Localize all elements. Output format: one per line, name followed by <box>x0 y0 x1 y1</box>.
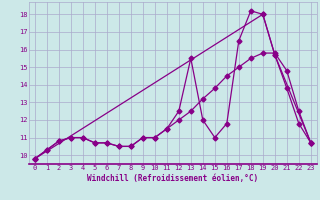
X-axis label: Windchill (Refroidissement éolien,°C): Windchill (Refroidissement éolien,°C) <box>87 174 258 183</box>
